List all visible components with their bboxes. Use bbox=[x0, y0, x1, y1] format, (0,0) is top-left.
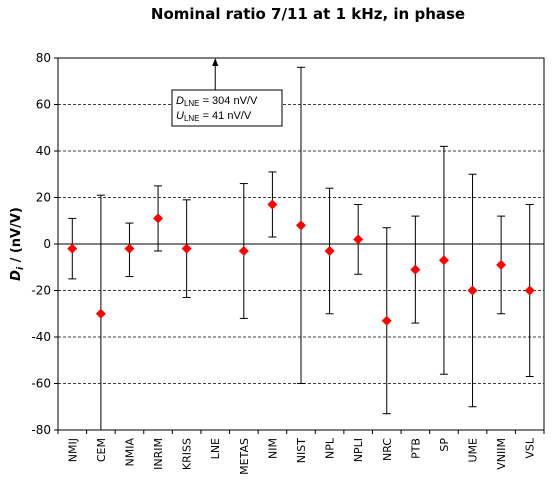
marker-sp bbox=[438, 255, 449, 266]
marker-nmij bbox=[67, 243, 78, 254]
y-tick-label: 20 bbox=[36, 191, 51, 205]
y-tick-label: -20 bbox=[31, 284, 51, 298]
y-axis-label-var: D bbox=[9, 270, 24, 281]
x-label-vsl: VSL bbox=[524, 437, 537, 459]
marker-inrim bbox=[153, 213, 164, 224]
y-axis-label: Di / (nV/V) bbox=[9, 207, 26, 281]
grid bbox=[58, 104, 544, 384]
x-label-vniim: VNIIM bbox=[495, 438, 508, 470]
marker-vniim bbox=[496, 259, 507, 270]
y-tick-label: 40 bbox=[36, 144, 51, 158]
data-markers bbox=[67, 199, 535, 326]
x-label-metas: METAS bbox=[238, 438, 251, 475]
y-tick-label: 60 bbox=[36, 98, 51, 112]
y-axis-label-rest: / (nV/V) bbox=[9, 207, 24, 267]
x-label-nim: NIM bbox=[266, 438, 279, 459]
y-tick-label: -80 bbox=[31, 423, 51, 437]
marker-nist bbox=[296, 220, 306, 231]
x-label-nist: NIST bbox=[295, 438, 308, 463]
error-bars bbox=[68, 66, 534, 431]
x-label-ptb: PTB bbox=[409, 438, 422, 459]
y-tick-label: -60 bbox=[31, 377, 51, 391]
marker-nmia bbox=[124, 243, 135, 254]
annotation-line1: DLNE = 304 nV/V bbox=[176, 95, 258, 108]
marker-npl bbox=[324, 245, 335, 256]
x-label-kriss: KRISS bbox=[181, 438, 194, 470]
annotation-box bbox=[171, 89, 283, 127]
x-label-sp: SP bbox=[438, 438, 451, 452]
y-ticks: 80 60 40 20 0 -20 -40 -60 -80 bbox=[31, 51, 58, 437]
marker-nim bbox=[267, 199, 278, 210]
marker-vsl bbox=[524, 285, 535, 296]
x-label-lne: LNE bbox=[209, 438, 222, 459]
x-label-cem: CEM bbox=[95, 438, 108, 462]
marker-metas bbox=[238, 245, 249, 256]
annotation-arrow-head bbox=[212, 58, 219, 66]
y-tick-label: -40 bbox=[31, 330, 51, 344]
x-label-nmia: NMIA bbox=[123, 438, 136, 467]
lne-annotation: DLNE = 304 nV/V ULNE = 41 nV/V bbox=[171, 58, 283, 127]
marker-nrc bbox=[381, 315, 392, 326]
x-ticks bbox=[57, 430, 545, 434]
marker-ptb bbox=[410, 264, 421, 275]
annotation-line2: ULNE = 41 nV/V bbox=[176, 110, 252, 123]
x-tick-labels: NMIJ CEM NMIA INRIM KRISS LNE METAS NIM NIST NPL N… bbox=[66, 437, 536, 475]
x-label-ume: UME bbox=[467, 438, 480, 463]
x-label-inrim: INRIM bbox=[152, 438, 165, 470]
y-tick-label: 0 bbox=[43, 237, 51, 251]
marker-cem bbox=[95, 308, 106, 319]
chart-title: Nominal ratio 7/11 at 1 kHz, in phase bbox=[151, 5, 465, 23]
y-tick-label: 80 bbox=[36, 51, 51, 65]
marker-ume bbox=[467, 285, 478, 296]
x-label-nrc: NRC bbox=[381, 438, 394, 461]
x-label-nmij: NMIJ bbox=[66, 438, 79, 462]
y-axis-label-sub: i bbox=[16, 266, 26, 270]
marker-npli bbox=[353, 234, 364, 245]
x-label-npli: NPLI bbox=[352, 438, 365, 462]
marker-kriss bbox=[181, 243, 192, 254]
x-label-npl: NPL bbox=[324, 437, 337, 459]
